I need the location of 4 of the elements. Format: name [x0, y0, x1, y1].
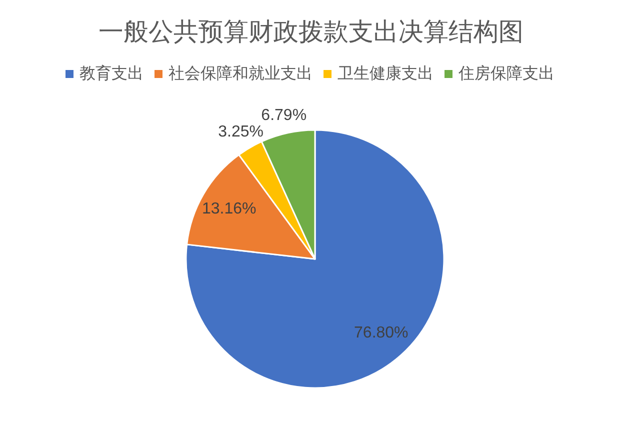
- legend-label: 教育支出: [80, 64, 144, 82]
- title: 一般公共预算财政拨款支出决算结构图: [98, 18, 524, 46]
- legend-label: 住房保障支出: [458, 64, 554, 82]
- legend-label: 卫生健康支出: [338, 64, 434, 82]
